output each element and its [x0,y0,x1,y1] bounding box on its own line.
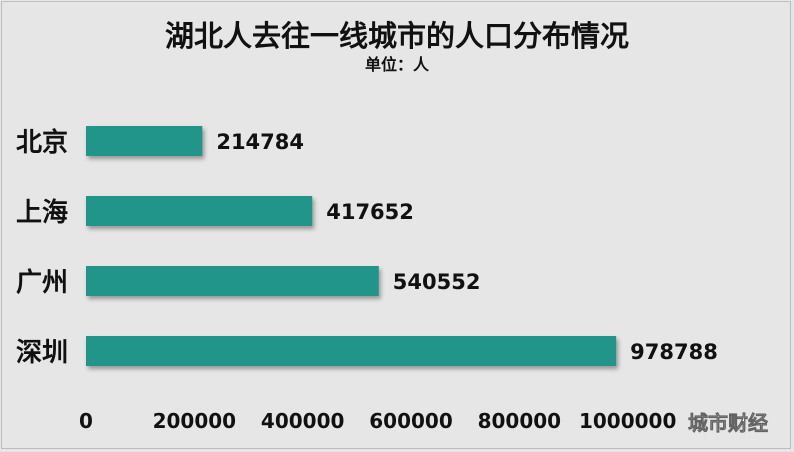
bar [86,196,313,226]
data-label: 417652 [326,200,414,224]
bar [86,266,379,296]
category-label: 深圳 [16,338,68,368]
x-tick-label: 600000 [369,409,453,433]
x-tick-label: 400000 [261,409,345,433]
bar [86,126,203,156]
data-label: 214784 [216,130,304,154]
data-label: 540552 [393,270,481,294]
category-label: 广州 [16,268,68,298]
category-label: 北京 [16,127,68,158]
chart-subtitle: 单位：人 [365,55,430,74]
category-label: 上海 [16,198,68,228]
watermark: 城市财经 [688,411,769,436]
watermark-text: 城市财经 [688,411,768,435]
chart-title: 湖北人去往一线城市的人口分布情况 [165,19,629,53]
x-tick-label: 800000 [478,409,562,433]
x-tick-label: 1000000 [579,409,676,433]
data-label: 978788 [630,340,718,364]
x-tick-label: 200000 [153,409,237,433]
bar [86,336,617,366]
x-tick-label: 0 [79,409,93,433]
